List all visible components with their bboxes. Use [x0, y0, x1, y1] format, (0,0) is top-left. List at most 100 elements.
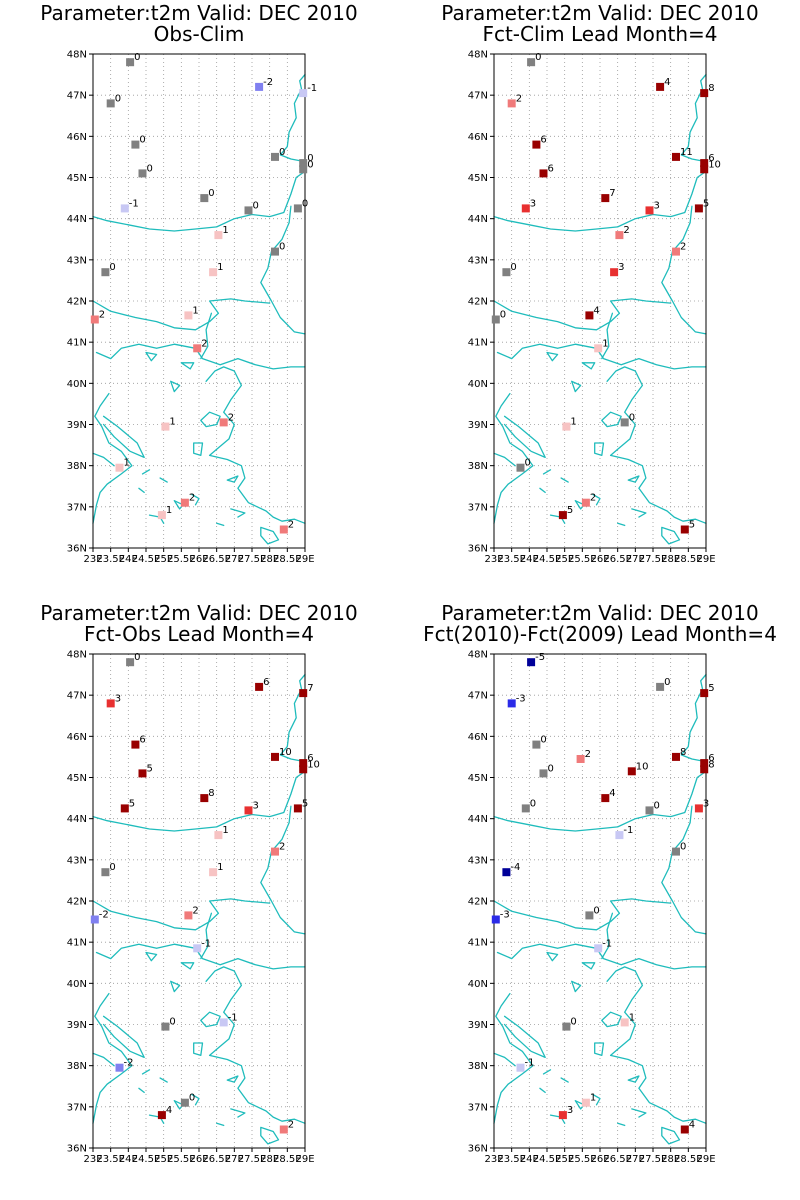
- lon-tick-label: 25.5E: [568, 1154, 597, 1165]
- station-marker: [532, 140, 541, 149]
- station-value-label: 0: [530, 798, 536, 809]
- station-value-label: 0: [134, 52, 140, 63]
- panel-title-line2: Obs-Clim: [154, 22, 245, 46]
- lon-tick-label: 26.5E: [603, 554, 632, 565]
- lon-tick-label: 25E: [555, 554, 574, 565]
- coastline: [141, 1069, 151, 1075]
- lat-tick-label: 36N: [67, 544, 87, 555]
- coastline: [539, 487, 546, 494]
- station-marker: [581, 1098, 590, 1107]
- station-value-label: -3: [516, 693, 526, 704]
- station-value-label: -1: [228, 1012, 238, 1023]
- lat-tick-label: 38N: [468, 1061, 488, 1072]
- station-marker: [694, 204, 703, 213]
- station-value-label: 6: [540, 135, 546, 146]
- station-value-label: 1: [166, 505, 172, 516]
- lon-tick-label: 27.5E: [639, 554, 668, 565]
- lon-tick-label: 26E: [189, 554, 208, 565]
- coastline: [503, 415, 546, 459]
- lat-tick-label: 38N: [67, 1061, 87, 1072]
- coastline: [92, 992, 133, 1124]
- lon-tick-label: 24E: [520, 554, 539, 565]
- coastline: [230, 508, 246, 518]
- station-marker: [193, 944, 202, 953]
- coastline: [193, 442, 204, 457]
- station-value-label: 1: [590, 1093, 596, 1104]
- coastline: [95, 343, 306, 370]
- lon-tick-label: 28E: [260, 1154, 279, 1165]
- lon-tick-label: 25E: [154, 1154, 173, 1165]
- lon-tick-label: 29E: [696, 1154, 715, 1165]
- station-value-label: 3: [567, 1105, 573, 1116]
- station-marker: [138, 769, 147, 778]
- station-marker: [672, 847, 680, 856]
- panel-fct-clim: Parameter:t2m Valid: DEC 2010 Fct-Clim L…: [441, 1, 758, 565]
- lat-tick-label: 47N: [468, 91, 488, 102]
- coastline: [627, 1075, 640, 1083]
- coastline: [260, 805, 306, 935]
- station-marker: [694, 804, 703, 813]
- station-value-label: 0: [548, 763, 554, 774]
- coastline: [191, 493, 200, 506]
- station-value-label: 10: [279, 747, 292, 758]
- station-value-label: 0: [279, 242, 285, 253]
- lon-tick-label: 26E: [590, 1154, 609, 1165]
- station-value-label: 7: [307, 683, 313, 694]
- coastline: [606, 966, 707, 1124]
- station-value-label: 4: [166, 1105, 172, 1116]
- lon-tick-label: 23E: [484, 554, 503, 565]
- lon-tick-label: 27E: [626, 1154, 645, 1165]
- station-marker: [516, 463, 525, 472]
- station-marker: [106, 99, 115, 108]
- station-value-label: 0: [109, 862, 115, 873]
- station-value-label: 0: [570, 1017, 576, 1028]
- station-marker: [90, 915, 99, 924]
- station-marker: [700, 765, 709, 774]
- coastline: [230, 1108, 246, 1118]
- station-marker: [209, 868, 218, 877]
- station-value-label: -5: [535, 652, 545, 663]
- station-value-label: 8: [680, 747, 686, 758]
- station-marker: [585, 911, 594, 920]
- lat-tick-label: 46N: [468, 132, 488, 143]
- coastline: [226, 475, 239, 483]
- station-marker: [126, 658, 135, 667]
- station-marker: [656, 682, 665, 691]
- station-value-label: 10: [636, 761, 649, 772]
- coastline: [560, 1077, 569, 1083]
- station-marker: [680, 1125, 689, 1134]
- coastlines: [92, 673, 306, 1145]
- station-marker: [594, 944, 603, 953]
- coastline: [493, 298, 672, 331]
- station-marker: [293, 204, 302, 213]
- station-value-label: 3: [618, 262, 624, 273]
- station-marker: [491, 915, 500, 924]
- station-marker: [120, 204, 129, 213]
- station-value-label: 1: [192, 305, 198, 316]
- station-value-label: 8: [208, 788, 214, 799]
- coastline: [503, 1015, 546, 1059]
- lon-tick-label: 23.5E: [497, 554, 526, 565]
- station-value-label: 0: [115, 93, 121, 104]
- lat-tick-label: 43N: [67, 255, 87, 266]
- lat-tick-label: 43N: [67, 855, 87, 866]
- station-value-label: -3: [500, 910, 510, 921]
- station-marker: [615, 831, 624, 840]
- station-marker: [610, 268, 619, 277]
- coastline: [216, 1122, 225, 1127]
- station-value-label: 0: [189, 1093, 195, 1104]
- station-marker: [106, 699, 115, 708]
- station-marker: [126, 58, 135, 67]
- station-marker: [700, 165, 709, 174]
- station-value-label: 5: [689, 520, 695, 531]
- lon-tick-label: 28E: [260, 554, 279, 565]
- station-marker: [558, 1111, 567, 1120]
- lat-tick-label: 44N: [67, 214, 87, 225]
- coastline: [542, 1069, 552, 1075]
- coastline: [205, 966, 306, 1124]
- coastline: [493, 898, 672, 931]
- station-value-label: 0: [629, 412, 635, 423]
- coastline: [159, 477, 168, 483]
- station-marker: [507, 99, 516, 108]
- station-value-label: -2: [99, 910, 109, 921]
